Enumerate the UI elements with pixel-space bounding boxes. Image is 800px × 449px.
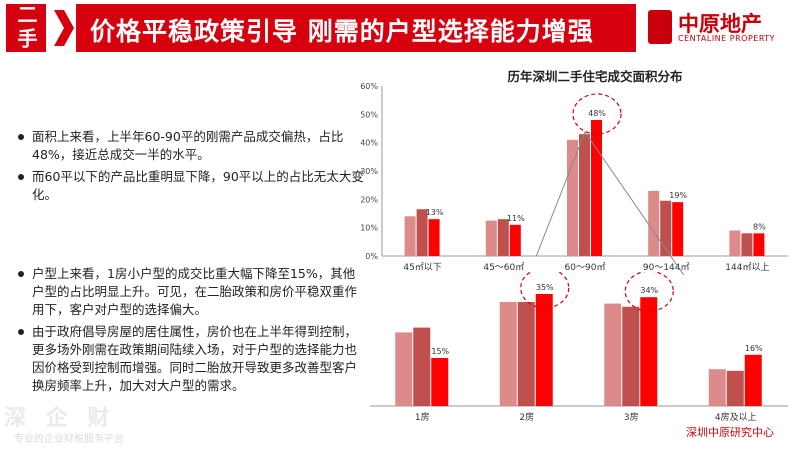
logo-mark-icon <box>648 10 672 44</box>
bar <box>741 233 753 256</box>
x-tick-label: 60～90㎡ <box>565 262 606 273</box>
watermark: 深 企 财 <box>4 406 116 431</box>
data-label: 34% <box>640 286 658 295</box>
data-label: 11% <box>507 214 525 223</box>
bar <box>744 354 762 406</box>
data-label: 48% <box>588 109 606 118</box>
page-title: 价格平稳政策引导 刚需的户型选择能力增强 <box>90 17 594 46</box>
bar <box>404 216 416 256</box>
bar <box>413 327 431 406</box>
x-tick-label: 144㎡以上 <box>725 262 769 273</box>
bar <box>485 220 497 256</box>
y-tick-label: 10% <box>360 224 378 233</box>
bar <box>729 230 741 256</box>
data-label: 35% <box>536 283 554 292</box>
logo-en-text: CENTALINE PROPERTY <box>678 34 776 43</box>
watermark-sub: 专业的企业财税服务平台 <box>14 434 124 445</box>
y-tick-label: 0% <box>365 252 378 261</box>
bullet-item: 户型上来看，1房小户型的成交比重大幅下降至15%，其他户型的占比明显上升。可见，… <box>16 265 366 319</box>
bar <box>579 134 590 256</box>
bar <box>604 303 622 406</box>
bar <box>497 219 509 256</box>
brand-logo: 中原地产 CENTALINE PROPERTY <box>648 8 794 48</box>
bar <box>499 302 517 406</box>
y-tick-label: 60% <box>360 82 378 91</box>
bar <box>622 306 640 406</box>
bar <box>517 302 535 406</box>
title-bar: 价格平稳政策引导 刚需的户型选择能力增强 <box>76 4 636 52</box>
bar <box>395 332 413 406</box>
source-label: 深圳中原研究中心 <box>686 426 774 439</box>
bullet-dot-icon <box>18 134 24 140</box>
x-tick-label: 3房 <box>624 411 639 423</box>
bar <box>567 139 578 256</box>
bullet-list-rooms: 户型上来看，1房小户型的成交比重大幅下降至15%，其他户型的占比明显上升。可见，… <box>16 265 366 399</box>
bullet-dot-icon <box>18 329 24 335</box>
highlight-circle <box>624 272 674 312</box>
trend-line <box>535 130 685 275</box>
y-tick-label: 30% <box>360 167 378 176</box>
y-tick-label: 50% <box>360 110 378 119</box>
room-distribution-chart: 15% 1房 35% 2房 34% 3房 16% 4房及以上 <box>370 272 788 423</box>
bar <box>648 190 660 256</box>
x-tick-label: 4房及以上 <box>715 411 757 423</box>
area-distribution-chart: 0% 10% 20% 30% 40% 50% 60% 13% 45㎡以下 11% 45～60㎡ 48%… <box>360 82 788 275</box>
data-label: 13% <box>426 208 444 217</box>
bullet-item: 由于政府倡导房屋的居住属性，房价也在上半年得到控制，更多场外刚需在政策期间陆续入… <box>16 323 366 395</box>
bar <box>640 297 658 406</box>
logo-cn-text: 中原地产 <box>678 12 762 36</box>
data-label: 15% <box>431 347 449 356</box>
x-tick-label: 1房 <box>415 411 430 423</box>
x-tick-label: 45㎡以下 <box>403 262 441 273</box>
header: 二手 价格平稳政策引导 刚需的户型选择能力增强 中原地产 CENTALINE P… <box>0 0 800 56</box>
y-tick-label: 20% <box>360 195 378 204</box>
chart-title: 历年深圳二手住宅成交面积分布 <box>507 69 683 84</box>
x-tick-label: 45～60㎡ <box>483 262 524 273</box>
data-label: 16% <box>745 344 763 353</box>
bar <box>591 120 602 256</box>
chevron-right-icon <box>54 10 74 46</box>
bullet-list-area: 面积上来看，上半年60-90平的刚需产品成交偏热，占比48%，接近总成交一半的水… <box>16 128 366 208</box>
x-tick-label: 2房 <box>519 411 534 423</box>
bar <box>726 370 744 406</box>
bar <box>708 369 726 406</box>
bar <box>672 202 684 256</box>
data-label: 8% <box>753 222 766 231</box>
bar <box>416 209 428 256</box>
bullet-item: 而60平以下的产品比重明显下降，90平以上的占比无太大变化。 <box>16 168 366 204</box>
y-tick-label: 40% <box>360 139 378 148</box>
bar <box>753 233 765 256</box>
bar <box>431 358 449 406</box>
highlight-circle <box>520 272 570 309</box>
bullet-item: 面积上来看，上半年60-90平的刚需产品成交偏热，占比48%，接近总成交一半的水… <box>16 128 366 164</box>
bar <box>509 224 521 256</box>
data-label: 19% <box>669 191 687 200</box>
bullet-dot-icon <box>18 174 24 180</box>
bar <box>428 219 440 256</box>
bar <box>535 294 553 406</box>
section-tag: 二手 <box>6 4 46 52</box>
highlight-circle <box>572 93 622 135</box>
bullet-dot-icon <box>18 271 24 277</box>
x-tick-label: 90～144㎡ <box>643 262 690 273</box>
bar <box>660 200 672 256</box>
